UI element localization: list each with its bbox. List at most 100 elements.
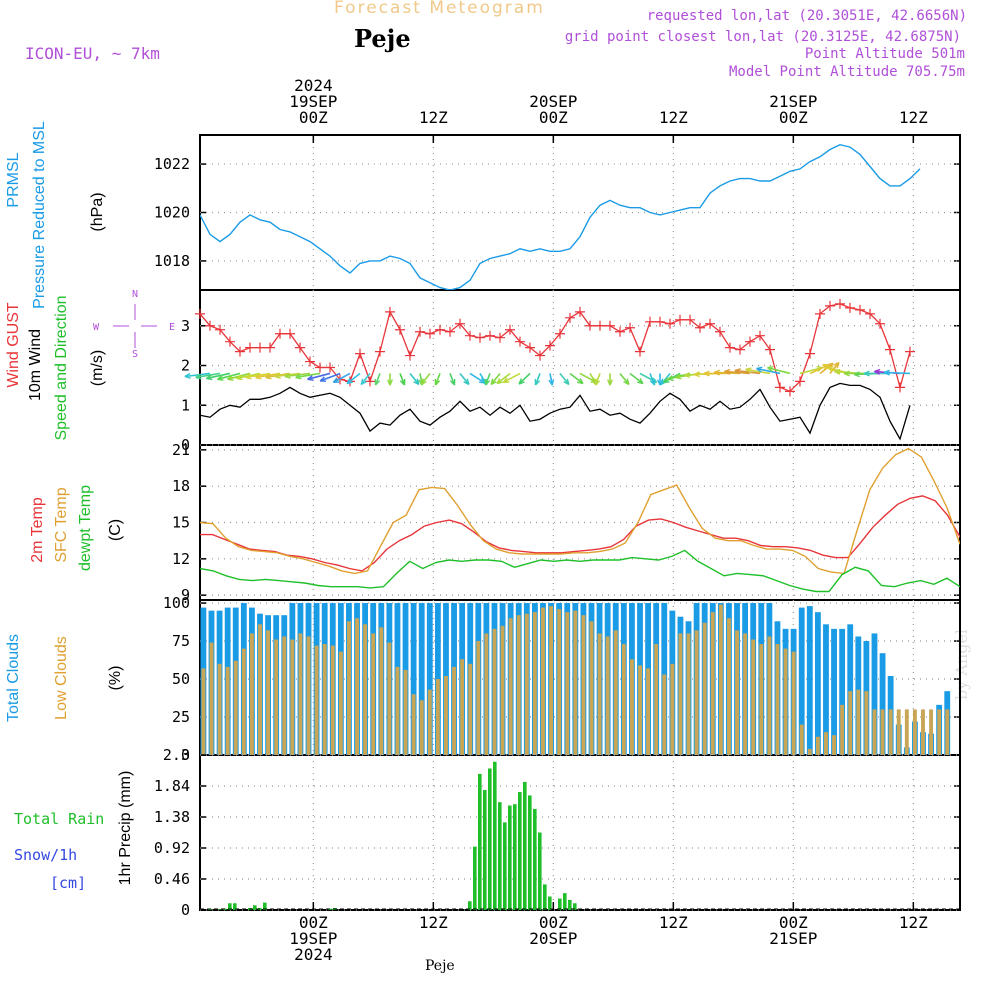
wind-arrow-head bbox=[713, 369, 720, 376]
top-time-label: 12Z bbox=[419, 108, 448, 127]
wind-arrow bbox=[734, 369, 761, 375]
low-cloud-bar bbox=[266, 630, 271, 755]
low-cloud-bar bbox=[241, 648, 246, 755]
y-tick-label: 1020 bbox=[154, 204, 190, 222]
gust-marker bbox=[505, 324, 515, 335]
rain-bar bbox=[568, 899, 572, 910]
rain-bar bbox=[473, 846, 477, 910]
top-time-label: 2024 bbox=[294, 76, 333, 95]
low-cloud-bar bbox=[492, 628, 497, 755]
panel-label: Speed and Direction bbox=[53, 296, 70, 441]
wind-arrow-head bbox=[245, 373, 252, 380]
wind-arrow-head bbox=[284, 372, 291, 379]
wind-arrow bbox=[284, 372, 311, 378]
wind-arrow-head bbox=[883, 369, 890, 376]
panel-label: Snow/1h bbox=[14, 846, 77, 864]
low-cloud-bar bbox=[249, 633, 254, 755]
low-cloud-bar bbox=[508, 618, 513, 755]
gust-marker bbox=[225, 336, 235, 347]
rain-bar bbox=[523, 781, 527, 910]
rain-bar bbox=[503, 822, 507, 910]
gust-marker bbox=[295, 342, 305, 353]
wind-arrow bbox=[496, 372, 511, 385]
gust-marker bbox=[525, 342, 535, 353]
low-cloud-bar bbox=[799, 724, 804, 755]
wind-arrow bbox=[374, 373, 381, 386]
total-cloud-bar bbox=[879, 653, 886, 755]
wind-arrow-head bbox=[387, 379, 393, 386]
gust-marker bbox=[585, 320, 595, 331]
top-time-label: 20SEP bbox=[529, 92, 577, 111]
low-cloud-bar bbox=[314, 645, 319, 755]
top-time-label: 12Z bbox=[659, 108, 688, 127]
total-cloud-bar bbox=[814, 612, 821, 755]
wind-arrow-head bbox=[195, 373, 202, 380]
low-cloud-bar bbox=[290, 639, 295, 755]
gust-marker bbox=[555, 328, 565, 339]
low-cloud-bar bbox=[872, 709, 877, 755]
wind-arrow bbox=[217, 372, 241, 381]
low-cloud-bar bbox=[541, 607, 545, 755]
total-cloud-bar bbox=[831, 628, 837, 755]
low-cloud-bar bbox=[330, 645, 335, 755]
wind-arrow-head bbox=[667, 375, 674, 381]
low-cloud-bar bbox=[419, 700, 424, 755]
wind-arrow-head bbox=[874, 368, 881, 375]
gust-marker bbox=[805, 348, 815, 359]
total-cloud-bar bbox=[410, 603, 417, 755]
low-cloud-bar bbox=[476, 641, 481, 755]
low-cloud-bar bbox=[524, 613, 529, 755]
gust-marker bbox=[615, 326, 625, 337]
wind-arrow bbox=[459, 372, 470, 385]
y-tick-label: 1 bbox=[181, 396, 190, 414]
low-cloud-bar bbox=[824, 732, 828, 755]
wind-arrow-head bbox=[548, 379, 555, 386]
gust-marker bbox=[775, 382, 785, 393]
gust-marker bbox=[715, 326, 725, 337]
wind-arrow-head bbox=[703, 370, 710, 377]
low-cloud-bar bbox=[435, 679, 440, 755]
low-cloud-bar bbox=[516, 615, 521, 755]
gust-marker bbox=[575, 306, 585, 317]
bottom-time-label: 19SEP bbox=[289, 929, 337, 948]
gust-marker bbox=[325, 362, 335, 373]
gust-marker bbox=[705, 318, 715, 329]
y-tick-label: 21 bbox=[172, 441, 190, 459]
gust-marker bbox=[675, 314, 685, 325]
panel-label: Total Rain bbox=[14, 810, 104, 828]
low-cloud-bar bbox=[322, 644, 327, 755]
total-cloud-bar bbox=[806, 606, 813, 755]
panel-label: Pressure Reduced to MSL bbox=[31, 121, 48, 309]
low-cloud-bar bbox=[363, 624, 368, 755]
wind-arrow-head bbox=[623, 378, 630, 386]
wind-arrow bbox=[307, 372, 331, 381]
low-cloud-bar bbox=[225, 666, 230, 755]
y-tick-label: 0.92 bbox=[154, 839, 190, 857]
y-tick-label: 3 bbox=[181, 317, 190, 335]
gust-marker bbox=[825, 300, 835, 311]
rain-bar bbox=[558, 898, 562, 910]
wind-arrow bbox=[319, 372, 341, 382]
bottom-time-label: 12Z bbox=[899, 913, 928, 932]
wind-arrow-head bbox=[649, 378, 656, 386]
low-cloud-bar bbox=[775, 644, 780, 755]
low-cloud-bar bbox=[201, 668, 206, 755]
gust-marker bbox=[605, 320, 615, 331]
wind-arrow bbox=[767, 366, 791, 375]
rain-bar bbox=[253, 905, 257, 910]
model-altitude: Model Point Altitude 705.75m bbox=[728, 64, 965, 80]
gust-marker bbox=[375, 346, 385, 357]
low-cloud-bar bbox=[783, 648, 788, 755]
low-cloud-bar bbox=[581, 615, 586, 755]
low-cloud-bar bbox=[921, 709, 925, 755]
rain-bar bbox=[513, 804, 517, 910]
wind-arrow-head bbox=[853, 371, 860, 378]
bottom-time-label: 12Z bbox=[419, 913, 448, 932]
compass-s: S bbox=[132, 349, 138, 360]
bottom-time-label: 21SEP bbox=[769, 929, 817, 948]
top-time-label: 00Z bbox=[779, 108, 808, 127]
panel-label: 2m Temp bbox=[29, 497, 46, 563]
wind-arrow-head bbox=[496, 378, 503, 385]
low-cloud-bar bbox=[888, 709, 893, 755]
low-cloud-bar bbox=[613, 630, 618, 755]
